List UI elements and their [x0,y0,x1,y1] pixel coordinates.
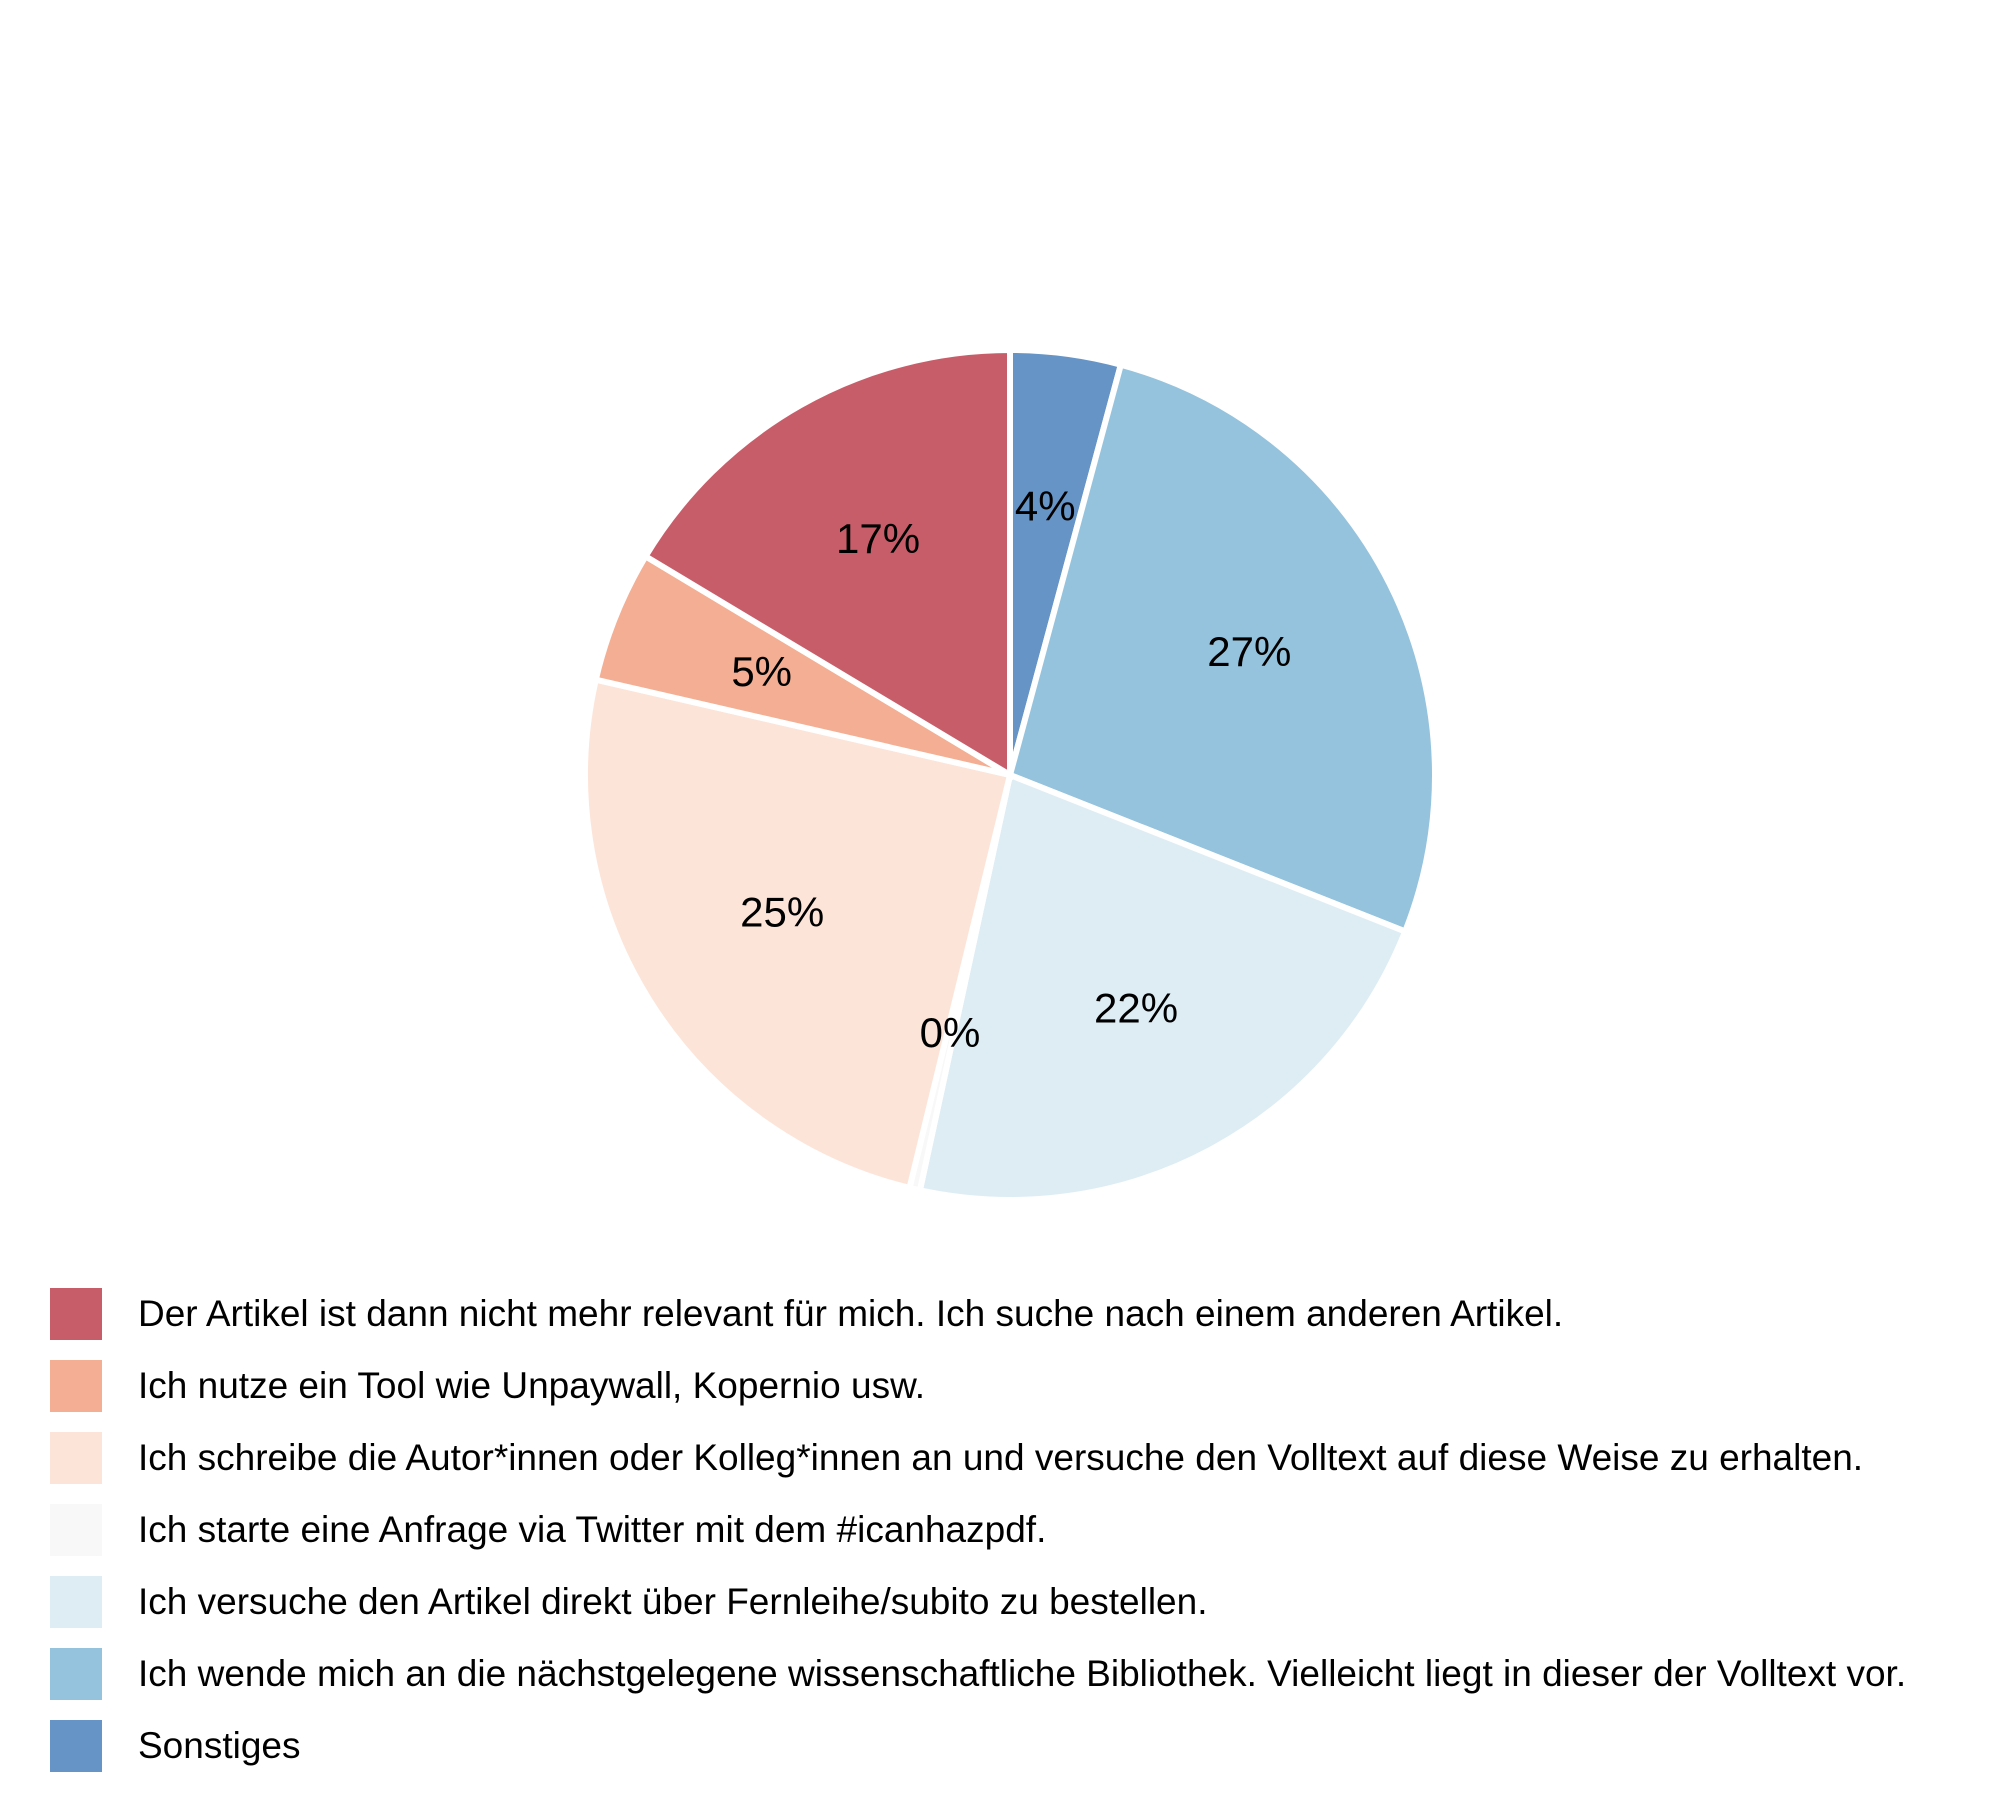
legend-label: Sonstiges [138,1725,301,1766]
slice-percent-label: 27% [1207,628,1291,675]
legend: Der Artikel ist dann nicht mehr relevant… [50,1278,1906,1782]
pie-slices [582,346,1438,1203]
legend-swatch [50,1576,102,1628]
legend-label: Der Artikel ist dann nicht mehr relevant… [138,1293,1564,1334]
pie-slice-3 [916,770,1410,1203]
legend-item: Ich versuche den Artikel direkt über Fer… [50,1566,1906,1638]
legend-swatch [50,1432,102,1484]
legend-item: Ich schreibe die Autor*innen oder Kolleg… [50,1422,1906,1494]
slice-percent-label: 4% [1015,483,1076,530]
legend-item: Sonstiges [50,1710,1906,1782]
legend-swatch [50,1360,102,1412]
legend-label: Ich starte eine Anfrage via Twitter mit … [138,1509,1047,1550]
pie-slice-5 [582,676,1014,1192]
legend-swatch [50,1504,102,1556]
pie-slice-7 [641,346,1013,781]
legend-item: Ich wende mich an die nächstgelegene wis… [50,1638,1906,1710]
legend-swatch [50,1720,102,1772]
slice-percent-label: 5% [731,648,792,695]
legend-item: Ich nutze ein Tool wie Unpaywall, Kopern… [50,1350,1906,1422]
legend-item: Ich starte eine Anfrage via Twitter mit … [50,1494,1906,1566]
legend-swatch [50,1648,102,1700]
legend-label: Ich nutze ein Tool wie Unpaywall, Kopern… [138,1365,926,1406]
legend-item: Der Artikel ist dann nicht mehr relevant… [50,1278,1906,1350]
legend-label: Ich schreibe die Autor*innen oder Kolleg… [138,1437,1864,1478]
slice-percent-label: 17% [836,515,920,562]
slice-percent-label: 22% [1094,984,1178,1031]
percentage-labels: 4% 27% 22% 0% 25% 5% 17% [731,483,1291,1056]
slice-percent-label: 25% [740,889,824,936]
slice-percent-label: 0% [920,1009,981,1056]
legend-label: Ich wende mich an die nächstgelegene wis… [138,1653,1907,1694]
legend-label: Ich versuche den Artikel direkt über Fer… [138,1581,1208,1622]
pie-slice-2 [1006,361,1438,936]
legend-swatch [50,1288,102,1340]
